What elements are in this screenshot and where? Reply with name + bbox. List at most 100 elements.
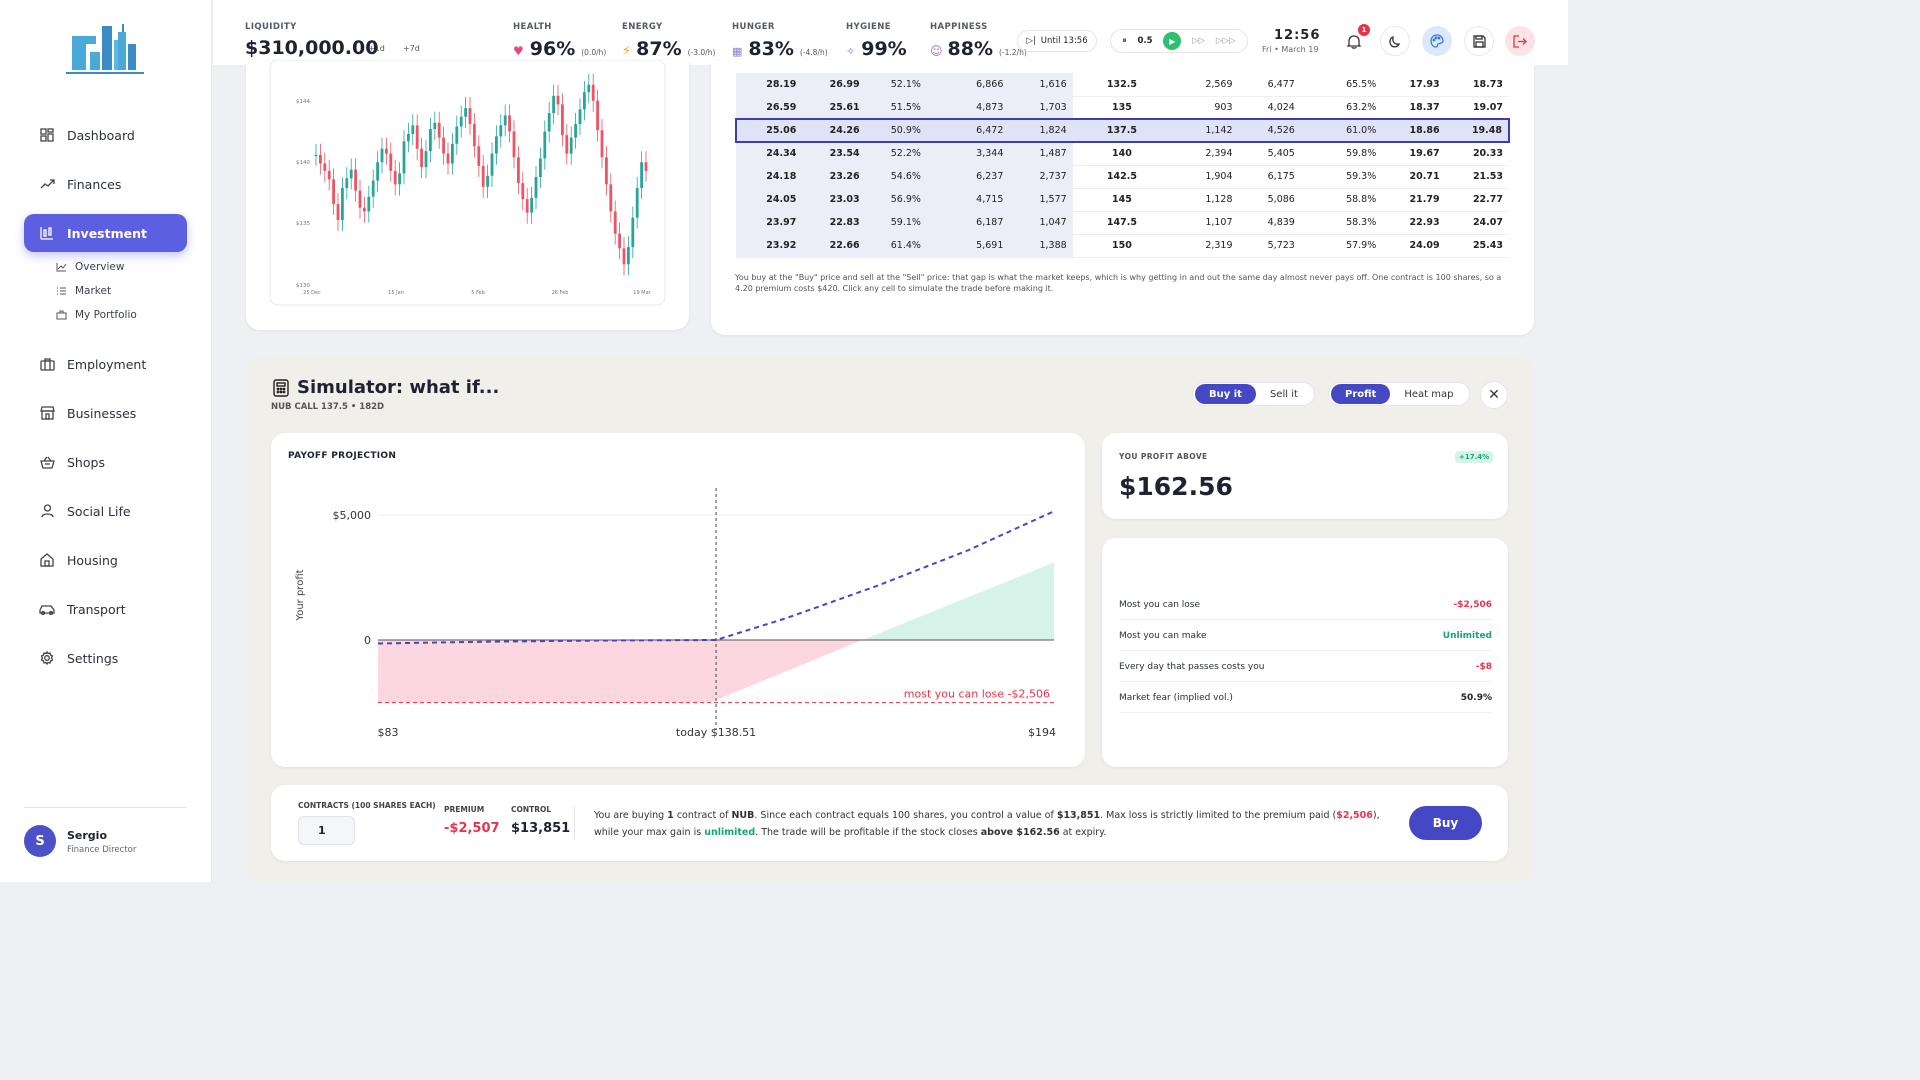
chain-cell[interactable]: 4,715 (926, 188, 1010, 212)
chain-cell[interactable]: 51.5% (865, 96, 927, 120)
chain-row[interactable]: 24.05 23.03 56.9% 4,715 1,577 145 1,128 5,086 58… (736, 188, 1509, 212)
chain-cell[interactable]: 63.2% (1300, 96, 1383, 120)
chain-cell[interactable]: 23.92 (736, 234, 803, 258)
chain-cell[interactable]: 23.03 (802, 188, 866, 212)
nav-shops[interactable]: Shops (24, 443, 187, 481)
avatar[interactable]: S (24, 825, 56, 857)
chain-cell[interactable]: 25.06 (734, 118, 803, 143)
chain-cell[interactable]: 52.1% (865, 73, 927, 97)
chain-cell[interactable]: 24.34 (736, 142, 803, 166)
chain-cell[interactable]: 61.0% (1300, 118, 1383, 143)
nav-settings[interactable]: Settings (24, 639, 187, 677)
chain-cell[interactable]: 17.93 (1382, 73, 1446, 97)
chain-cell[interactable]: 1,487 (1009, 142, 1073, 166)
chain-cell[interactable]: 4,839 (1238, 211, 1301, 235)
sell-it-tab[interactable]: Sell it (1269, 388, 1298, 400)
chain-row[interactable]: 25.06 24.26 50.9% 6,472 1,824 137.5 1,142 4,526… (734, 118, 1511, 143)
chain-cell[interactable]: 1,616 (1009, 73, 1073, 97)
chain-cell[interactable]: 25.43 (1445, 234, 1509, 258)
chain-cell[interactable]: 23.54 (802, 142, 866, 166)
chain-cell[interactable]: 22.77 (1445, 188, 1509, 212)
chain-cell[interactable]: 6,866 (926, 73, 1010, 97)
buy-button[interactable]: Buy (1409, 806, 1482, 840)
chain-cell[interactable]: 140 (1072, 142, 1178, 166)
chain-cell[interactable]: 6,237 (926, 165, 1010, 189)
chain-cell[interactable]: 150 (1072, 234, 1178, 258)
chain-cell[interactable]: 23.97 (736, 211, 803, 235)
chain-cell[interactable]: 2,569 (1177, 73, 1239, 97)
chain-cell[interactable]: 5,723 (1238, 234, 1301, 258)
chain-cell[interactable]: 26.99 (802, 73, 866, 97)
chain-cell[interactable]: 903 (1177, 96, 1239, 120)
nav-dashboard[interactable]: Dashboard (24, 116, 187, 154)
close-icon[interactable]: ✕ (1480, 381, 1508, 409)
chain-cell[interactable]: 57.9% (1300, 234, 1383, 258)
chain-cell[interactable]: 1,107 (1177, 211, 1239, 235)
chain-cell[interactable]: 147.5 (1072, 211, 1178, 235)
subnav-overview[interactable]: Overview (56, 258, 124, 276)
fast-forward-icon[interactable]: ▷▷ (1192, 36, 1206, 46)
buy-it-tab[interactable]: Buy it (1195, 384, 1256, 404)
chain-cell[interactable]: 1,047 (1009, 211, 1073, 235)
chain-row[interactable]: 24.18 23.26 54.6% 6,237 2,737 142.5 1,904 6,175… (736, 165, 1509, 189)
chain-cell[interactable]: 18.37 (1382, 96, 1446, 120)
chain-cell[interactable]: 6,187 (926, 211, 1010, 235)
nav-investment[interactable]: Investment (24, 214, 187, 252)
nav-housing[interactable]: Housing (24, 541, 187, 579)
chain-cell[interactable]: 59.3% (1300, 165, 1383, 189)
advance-7d-button[interactable]: +7d (403, 44, 420, 53)
chain-cell[interactable]: 2,394 (1177, 142, 1239, 166)
chain-cell[interactable]: 1,388 (1009, 234, 1073, 258)
chain-cell[interactable]: 52.2% (865, 142, 927, 166)
chain-cell[interactable]: 4,024 (1238, 96, 1301, 120)
chain-cell[interactable]: 28.19 (736, 73, 803, 97)
chain-cell[interactable]: 22.93 (1382, 211, 1446, 235)
chain-cell[interactable]: 65.5% (1300, 73, 1383, 97)
chain-cell[interactable]: 19.07 (1445, 96, 1509, 120)
chain-row[interactable]: 26.59 25.61 51.5% 4,873 1,703 135 903 4,024 63.2… (736, 96, 1509, 120)
subnav-market[interactable]: Market (56, 282, 111, 300)
nav-finances[interactable]: Finances (24, 165, 187, 203)
profit-tab[interactable]: Profit (1331, 384, 1391, 404)
chain-cell[interactable]: 18.73 (1445, 73, 1509, 97)
chain-cell[interactable]: 5,086 (1238, 188, 1301, 212)
chain-row[interactable]: 28.19 26.99 52.1% 6,866 1,616 132.5 2,569 6,477… (736, 73, 1509, 97)
nav-employment[interactable]: Employment (24, 345, 187, 383)
chain-row[interactable]: 23.97 22.83 59.1% 6,187 1,047 147.5 1,107 4,839… (736, 211, 1509, 235)
chain-cell[interactable]: 4,526 (1238, 118, 1301, 143)
chain-row[interactable]: 24.34 23.54 52.2% 3,344 1,487 140 2,394 5,405 59… (736, 142, 1509, 166)
chain-cell[interactable]: 5,691 (926, 234, 1010, 258)
chain-cell[interactable]: 24.07 (1445, 211, 1509, 235)
chain-cell[interactable]: 59.8% (1300, 142, 1383, 166)
chain-cell[interactable]: 2,319 (1177, 234, 1239, 258)
chain-cell[interactable]: 24.18 (736, 165, 803, 189)
contracts-input[interactable]: 1 (298, 816, 355, 845)
chain-cell[interactable]: 23.26 (802, 165, 866, 189)
chain-cell[interactable]: 19.67 (1382, 142, 1446, 166)
chain-cell[interactable]: 1,904 (1177, 165, 1239, 189)
chain-cell[interactable]: 6,175 (1238, 165, 1301, 189)
chain-cell[interactable]: 137.5 (1072, 118, 1178, 143)
chain-cell[interactable]: 145 (1072, 188, 1178, 212)
chain-cell[interactable]: 21.79 (1382, 188, 1446, 212)
faster-forward-icon[interactable]: ▷▷▷ (1215, 36, 1236, 46)
skip-until-button[interactable]: ▷| Until 13:56 (1017, 30, 1097, 52)
chain-cell[interactable]: 58.3% (1300, 211, 1383, 235)
logout-icon[interactable] (1505, 26, 1535, 56)
nav-businesses[interactable]: Businesses (24, 394, 187, 432)
chain-cell[interactable]: 4,873 (926, 96, 1010, 120)
chain-row[interactable]: 23.92 22.66 61.4% 5,691 1,388 150 2,319 5,723 57… (736, 234, 1509, 258)
chain-cell[interactable]: 20.71 (1382, 165, 1446, 189)
chain-cell[interactable]: 25.61 (802, 96, 866, 120)
chain-cell[interactable]: 26.59 (736, 96, 803, 120)
chain-cell[interactable]: 6,477 (1238, 73, 1301, 97)
nav-transport[interactable]: Transport (24, 590, 187, 628)
subnav-portfolio[interactable]: My Portfolio (56, 306, 137, 324)
chain-cell[interactable]: 22.83 (802, 211, 866, 235)
chain-cell[interactable]: 59.1% (865, 211, 927, 235)
bell-icon[interactable] (1339, 26, 1369, 56)
chain-cell[interactable]: 58.8% (1300, 188, 1383, 212)
play-icon[interactable]: ▶ (1163, 32, 1182, 50)
chain-cell[interactable]: 1,142 (1177, 118, 1239, 143)
chain-cell[interactable]: 54.6% (865, 165, 927, 189)
